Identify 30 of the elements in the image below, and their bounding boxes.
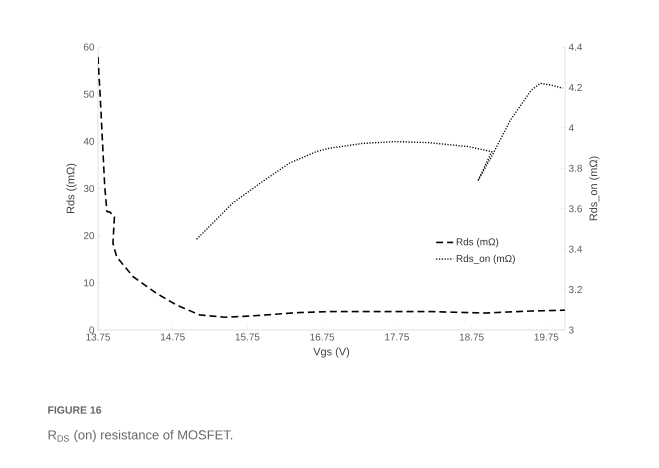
y2-tick-label: 3	[568, 326, 574, 334]
line-series	[196, 82, 564, 240]
y2-tick-label: 4	[568, 124, 574, 132]
x-tick-label: 19.75	[534, 334, 558, 341]
x-tick-label: 15.75	[236, 334, 260, 340]
legend-label: Rds (mΩ)	[456, 238, 498, 248]
y2-tick-label: 3.6	[568, 205, 582, 212]
x-tick-label: 13.75	[86, 334, 110, 341]
y-axis-title: Rds ((mΩ)	[66, 164, 77, 213]
x-tick-label: 17.75	[385, 334, 409, 340]
y-tick-label: 20	[84, 232, 94, 240]
y2-tick-label: 3.4	[568, 246, 582, 253]
y2-tick-label: 3.8	[568, 164, 582, 172]
x-tick-label: 14.75	[161, 334, 185, 340]
y2-tick-label: 4.2	[568, 84, 582, 91]
y2-tick-label: 3.2	[568, 286, 582, 294]
y2-axis-title: Rds_on (mΩ)	[589, 156, 600, 220]
y-tick-label: 10	[84, 279, 94, 286]
y2-tick-label: 4.4	[568, 44, 582, 50]
text: R$_{DS}$ (on) resistance of MOSFET.	[48, 430, 232, 442]
y-tick-label: 50	[84, 90, 94, 98]
y-tick-label: 0	[89, 326, 94, 334]
caption: FIGURE 16	[48, 406, 102, 414]
legend-label: Rds_on (mΩ)	[456, 254, 515, 264]
x-tick-label: 16.75	[310, 334, 334, 341]
y-tick-label: 40	[84, 138, 94, 145]
x-tick-label: 18.75	[460, 334, 484, 341]
x-axis-title: Vgs (V)	[313, 347, 350, 358]
y-tick-label: 30	[84, 184, 94, 192]
y-tick-label: 60	[84, 43, 94, 51]
